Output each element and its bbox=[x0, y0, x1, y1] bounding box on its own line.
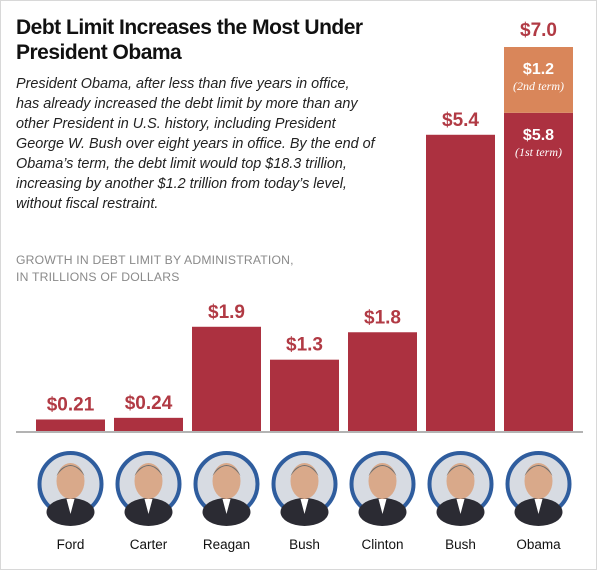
portrait-collar bbox=[222, 499, 231, 514]
portrait-hair bbox=[212, 465, 241, 476]
bar-bush-4 bbox=[270, 359, 339, 431]
bar-clinton-5 bbox=[348, 332, 417, 431]
category-label-carter-2: Carter bbox=[130, 537, 168, 552]
axis-note-line-1: GROWTH IN DEBT LIMIT BY ADMINISTRATION, bbox=[16, 253, 294, 267]
segment-note-obama-second-term: (2nd term) bbox=[513, 79, 564, 93]
category-label-clinton-5: Clinton bbox=[361, 537, 403, 552]
value-label-clinton-5: $1.8 bbox=[364, 307, 401, 328]
category-label-reagan-3: Reagan bbox=[203, 537, 250, 552]
portrait-face bbox=[368, 463, 397, 499]
portrait-hair bbox=[290, 465, 319, 476]
portrait-clinton-5 bbox=[349, 451, 416, 526]
portrait-collar bbox=[378, 499, 387, 514]
portrait-hair bbox=[56, 465, 85, 476]
portrait-ford-1 bbox=[37, 451, 104, 526]
portrait-face bbox=[446, 463, 475, 499]
bar-reagan-3 bbox=[192, 326, 261, 431]
category-label-bush-4: Bush bbox=[289, 537, 320, 552]
portrait-collar bbox=[534, 499, 543, 514]
value-label-obama-total: $7.0 bbox=[520, 20, 557, 41]
value-label-reagan-3: $1.9 bbox=[208, 302, 245, 323]
bar-segment-obama-first-term bbox=[504, 112, 573, 431]
portrait-bush-6 bbox=[427, 451, 494, 526]
bar-segment-obama-second-term bbox=[504, 47, 573, 113]
axis-note: GROWTH IN DEBT LIMIT BY ADMINISTRATION, … bbox=[16, 252, 316, 286]
portrait-hair bbox=[368, 465, 397, 476]
category-label-ford-1: Ford bbox=[57, 537, 85, 552]
portrait-reagan-3 bbox=[193, 451, 260, 526]
value-label-carter-2: $0.24 bbox=[125, 393, 173, 414]
value-label-bush-4: $1.3 bbox=[286, 335, 323, 356]
portrait-hair bbox=[446, 465, 475, 476]
portrait-obama-7 bbox=[505, 451, 572, 526]
category-label-obama-7: Obama bbox=[516, 537, 561, 552]
bar-bush-6 bbox=[426, 134, 495, 431]
portrait-face bbox=[290, 463, 319, 499]
segment-value-obama-first-term: $5.8 bbox=[523, 127, 554, 144]
segment-value-obama-second-term: $1.2 bbox=[523, 61, 554, 78]
intro-paragraph: President Obama, after less than five ye… bbox=[16, 76, 375, 212]
portrait-face bbox=[524, 463, 553, 499]
portrait-face bbox=[212, 463, 241, 499]
portrait-bush-4 bbox=[271, 451, 338, 526]
portrait-collar bbox=[66, 499, 75, 514]
value-label-bush-6: $5.4 bbox=[442, 110, 479, 131]
portrait-collar bbox=[144, 499, 153, 514]
portrait-collar bbox=[456, 499, 465, 514]
bar-ford-1 bbox=[36, 419, 105, 431]
segment-note-obama-first-term: (1st term) bbox=[515, 145, 562, 159]
portrait-hair bbox=[134, 465, 163, 476]
portrait-carter-2 bbox=[115, 451, 182, 526]
category-label-bush-6: Bush bbox=[445, 537, 476, 552]
portrait-face bbox=[56, 463, 85, 499]
portrait-face bbox=[134, 463, 163, 499]
value-label-ford-1: $0.21 bbox=[47, 394, 95, 415]
portrait-hair bbox=[524, 465, 553, 476]
chart-title: Debt Limit Increases the Most Under Pres… bbox=[16, 16, 363, 64]
axis-note-line-2: IN TRILLIONS OF DOLLARS bbox=[16, 270, 180, 284]
bar-carter-2 bbox=[114, 417, 183, 431]
portrait-collar bbox=[300, 499, 309, 514]
